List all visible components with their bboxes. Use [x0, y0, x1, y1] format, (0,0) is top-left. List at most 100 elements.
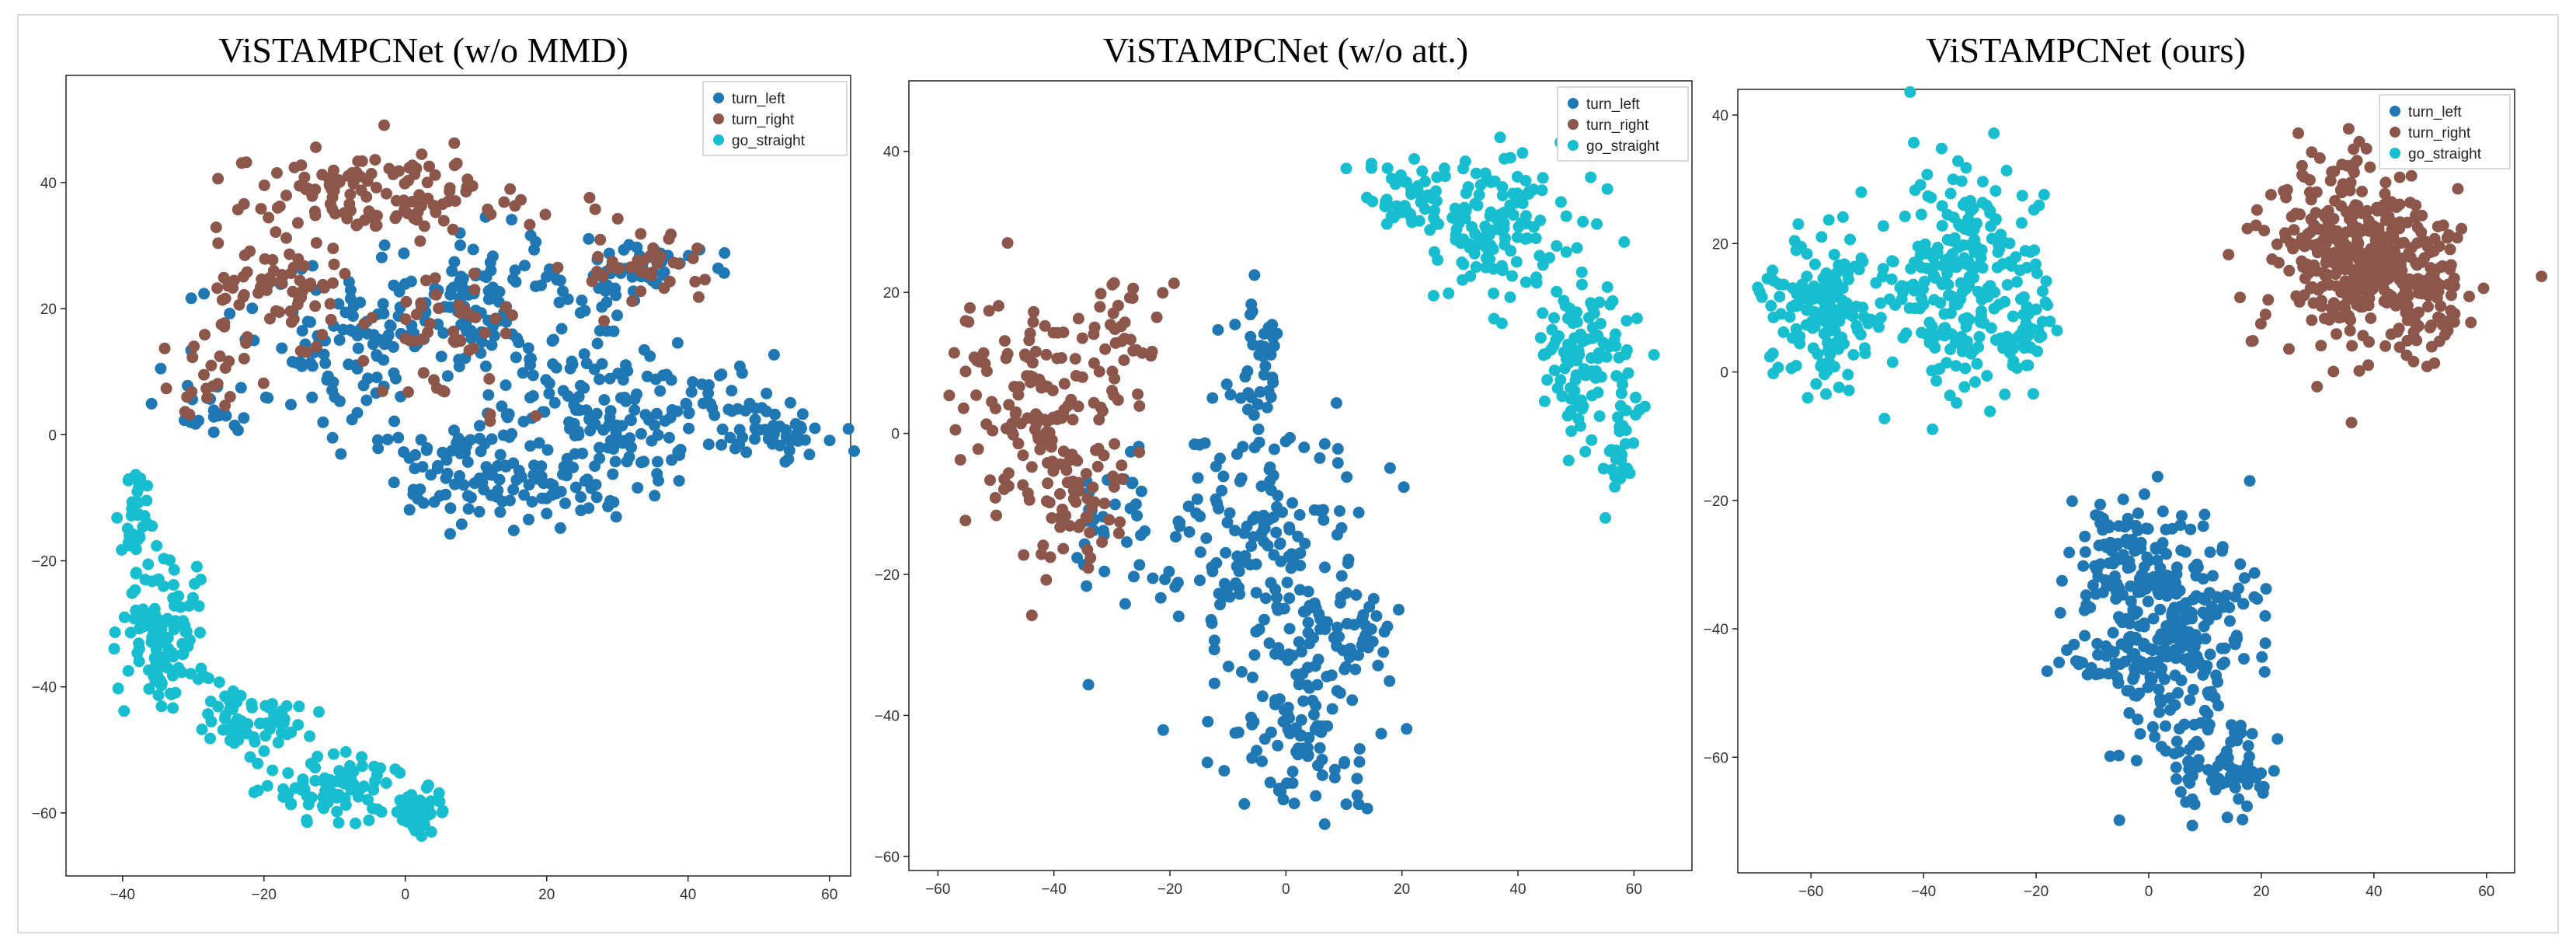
- point-turn-left: [575, 379, 587, 392]
- point-turn-left: [1121, 536, 1133, 548]
- point-turn-left: [1222, 581, 1234, 594]
- point-go-straight: [1984, 204, 1996, 217]
- point-go-straight: [1519, 175, 1532, 187]
- point-turn-right: [317, 278, 329, 291]
- point-turn-left: [2151, 470, 2163, 483]
- point-turn-left: [523, 513, 534, 525]
- point-turn-left: [2202, 724, 2214, 736]
- point-turn-right: [2413, 306, 2425, 319]
- point-turn-right: [181, 391, 193, 403]
- point-turn-left: [2122, 518, 2134, 530]
- point-turn-left: [486, 469, 499, 481]
- point-turn-right: [1057, 445, 1070, 458]
- point-turn-left: [594, 441, 606, 454]
- point-go-straight: [1534, 215, 1547, 227]
- point-turn-left: [1272, 490, 1284, 502]
- point-turn-right: [2327, 297, 2340, 309]
- point-turn-left: [2085, 661, 2097, 674]
- point-turn-left: [733, 424, 746, 436]
- point-turn-right: [2379, 340, 2392, 352]
- point-turn-left: [2129, 631, 2142, 644]
- point-turn-right: [301, 346, 313, 358]
- x-tick-label: −40: [110, 887, 135, 903]
- point-turn-left: [554, 522, 566, 534]
- point-turn-left: [713, 369, 726, 382]
- point-go-straight: [1619, 438, 1631, 450]
- point-turn-left: [2159, 643, 2171, 655]
- point-go-straight: [1380, 195, 1392, 208]
- point-go-straight: [2007, 359, 2019, 372]
- point-turn-left: [1214, 452, 1226, 465]
- point-turn-right: [2288, 224, 2300, 236]
- point-go-straight: [1495, 317, 1508, 330]
- point-turn-left: [507, 525, 520, 536]
- point-turn-right: [198, 368, 210, 381]
- point-turn-left: [632, 482, 644, 494]
- point-go-straight: [139, 574, 151, 586]
- point-go-straight: [2001, 279, 2014, 291]
- point-turn-left: [555, 323, 568, 335]
- point-turn-left: [1292, 742, 1304, 755]
- point-go-straight: [1836, 331, 1848, 344]
- point-turn-left: [2204, 546, 2216, 558]
- point-go-straight: [1767, 274, 1780, 287]
- point-turn-left: [2138, 637, 2150, 650]
- point-go-straight: [1916, 326, 1927, 339]
- point-turn-right: [2266, 253, 2278, 265]
- point-turn-left: [2219, 642, 2231, 654]
- point-go-straight: [1618, 236, 1631, 248]
- point-go-straight: [1468, 247, 1481, 260]
- point-turn-right: [399, 313, 412, 326]
- point-turn-left: [580, 404, 593, 417]
- point-turn-left: [1191, 493, 1203, 505]
- point-turn-left: [1335, 570, 1348, 582]
- point-go-straight: [1952, 218, 1965, 231]
- point-turn-left: [1265, 577, 1277, 589]
- point-go-straight: [1859, 342, 1871, 354]
- x-tick-label: 20: [2253, 884, 2269, 900]
- point-turn-left: [392, 431, 405, 444]
- point-turn-left: [2191, 761, 2204, 773]
- point-turn-left: [548, 333, 559, 346]
- point-turn-left: [1258, 517, 1270, 529]
- x-tick-label: 20: [538, 887, 555, 903]
- point-turn-left: [1384, 462, 1396, 474]
- point-turn-left: [1194, 546, 1206, 558]
- point-turn-left: [783, 434, 795, 446]
- point-turn-left: [524, 440, 537, 452]
- point-turn-left: [642, 413, 655, 426]
- point-turn-left: [2098, 538, 2111, 550]
- point-turn-right: [2306, 314, 2318, 326]
- point-go-straight: [1504, 291, 1516, 303]
- point-turn-right: [2401, 334, 2414, 347]
- point-go-straight: [1927, 339, 1940, 351]
- point-turn-left: [1372, 659, 1384, 672]
- point-turn-right: [1054, 521, 1067, 533]
- point-go-straight: [252, 757, 264, 769]
- point-turn-right: [2372, 222, 2385, 235]
- point-go-straight: [254, 717, 266, 730]
- point-go-straight: [249, 735, 261, 748]
- point-turn-left: [2104, 750, 2116, 762]
- point-turn-left: [452, 432, 465, 445]
- point-turn-right: [316, 329, 329, 341]
- point-turn-right: [1107, 307, 1119, 319]
- point-go-straight: [1573, 348, 1586, 361]
- point-turn-right: [1145, 350, 1157, 362]
- point-turn-left: [387, 340, 399, 353]
- point-turn-left: [2233, 793, 2245, 805]
- legend-marker-turn-right: [713, 113, 724, 124]
- axes-frame: [65, 75, 851, 877]
- point-go-straight: [277, 717, 290, 729]
- point-turn-left: [378, 239, 391, 251]
- point-turn-right: [212, 237, 225, 249]
- point-turn-left: [1261, 401, 1273, 413]
- point-turn-left: [2150, 543, 2162, 555]
- point-go-straight: [177, 647, 190, 660]
- point-turn-left: [2125, 595, 2137, 608]
- point-turn-right: [1042, 457, 1053, 469]
- point-turn-left: [503, 431, 516, 443]
- y-tick-label: 0: [48, 427, 57, 444]
- point-turn-left: [2209, 692, 2221, 703]
- point-turn-right: [2365, 242, 2377, 255]
